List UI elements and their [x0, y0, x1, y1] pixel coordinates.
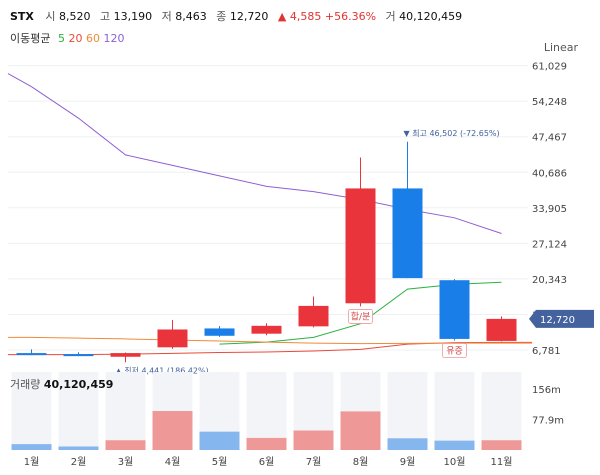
volume-bar-8[interactable] — [340, 411, 381, 450]
x-axis-month-label: 5월 — [212, 456, 228, 468]
candle-3[interactable] — [110, 352, 141, 363]
price-axis-tick: 47,467 — [532, 133, 567, 144]
volume-slot — [434, 372, 475, 450]
ma120-line — [7, 73, 502, 235]
candle-body — [63, 354, 94, 357]
price-axis-tick: 27,124 — [532, 239, 567, 250]
volume-bar-5[interactable] — [199, 431, 240, 450]
open-label: 시 — [45, 10, 56, 23]
candle-body — [251, 325, 282, 334]
event-marker-box — [348, 309, 373, 324]
ma5-legend: 5 — [57, 32, 65, 45]
close-label: 종 — [216, 10, 227, 23]
candle-9[interactable] — [392, 141, 423, 279]
candle-5[interactable] — [204, 326, 235, 337]
high-annotation: ▼ 최고 46,502 (-72.65%) — [404, 128, 500, 138]
event-marker-label: 합/분 — [351, 311, 371, 322]
volume-bar-7[interactable] — [293, 430, 334, 451]
x-axis-month-label: 3월 — [118, 456, 134, 468]
chart-header: STX 시 8,520 고 13,190 저 8,463 종 12,720 ▲ … — [0, 0, 600, 50]
volume-slot — [387, 372, 428, 450]
candle-7[interactable] — [298, 296, 329, 328]
volume-slot — [246, 372, 287, 450]
candle-body — [392, 188, 423, 279]
ma120-legend: 120 — [103, 32, 125, 45]
x-axis-month-label: 10월 — [444, 456, 466, 468]
candle-2[interactable] — [63, 352, 94, 357]
volume-title: 거래량 40,120,459 — [10, 378, 113, 391]
candle-body — [157, 329, 188, 348]
candle-body — [16, 353, 47, 356]
volume-axis-tick: 77.9m — [532, 416, 564, 427]
volume-bar-4[interactable] — [152, 411, 193, 450]
current-price-tag — [529, 309, 594, 328]
high-label: 고 — [100, 10, 111, 23]
ma-legend[interactable]: 이동평균 5 20 60 120 — [10, 30, 124, 46]
volume-bar-11[interactable] — [481, 440, 522, 450]
x-axis-month-label: 1월 — [24, 456, 40, 468]
volume-title-value: 40,120,459 — [44, 378, 114, 391]
price-axis-tick: 40,686 — [532, 168, 567, 179]
price-axis-tick: 61,029 — [532, 62, 567, 73]
x-axis-month-label: 7월 — [306, 456, 322, 468]
high-value: 13,190 — [113, 10, 153, 23]
volume-slot — [105, 372, 146, 450]
volume-bar-10[interactable] — [434, 440, 475, 450]
price-axis-tick: 33,905 — [532, 204, 567, 215]
candle-11[interactable] — [486, 316, 517, 342]
volume-slot — [58, 372, 99, 450]
ma20-legend: 20 — [68, 32, 83, 45]
open-value: 8,520 — [59, 10, 91, 23]
event-marker-label: 유증 — [446, 346, 463, 357]
candle-6[interactable] — [251, 323, 282, 336]
volume-bar-6[interactable] — [246, 437, 287, 450]
candle-body — [439, 280, 470, 339]
volume-title-label: 거래량 — [10, 378, 44, 391]
x-axis-month-label: 11월 — [491, 456, 513, 468]
volume-label: 거 — [385, 10, 396, 23]
candle-4[interactable] — [157, 320, 188, 349]
volume-bar-1[interactable] — [11, 444, 52, 450]
low-annotation: ▲ 최저 4,441 (186.42%) — [116, 365, 209, 375]
candle-8[interactable] — [345, 157, 376, 307]
x-axis-month-label: 8월 — [353, 456, 369, 468]
volume-value: 40,120,459 — [399, 10, 463, 23]
ohlc-summary: STX 시 8,520 고 13,190 저 8,463 종 12,720 ▲ … — [10, 8, 468, 24]
current-price-label: 12,720 — [540, 315, 575, 326]
candle-10[interactable] — [439, 279, 470, 341]
x-axis-month-label: 9월 — [400, 456, 416, 468]
volume-axis-tick: 156m — [532, 385, 561, 396]
candle-body — [298, 305, 329, 327]
volume-bar-3[interactable] — [105, 440, 146, 450]
candle-1[interactable] — [16, 349, 47, 356]
event-marker-box — [442, 343, 467, 358]
change-value: ▲ 4,585 +56.36% — [277, 10, 377, 23]
volume-bar-9[interactable] — [387, 438, 428, 450]
low-value: 8,463 — [175, 10, 207, 23]
volume-slot — [11, 372, 52, 450]
price-axis-tick: 6,781 — [532, 346, 561, 357]
x-axis-month-label: 4월 — [165, 456, 181, 468]
volume-bar-2[interactable] — [58, 446, 99, 450]
candle-body — [110, 353, 141, 357]
volume-slot — [481, 372, 522, 450]
candle-body — [204, 328, 235, 336]
ma-legend-label: 이동평균 — [10, 32, 51, 45]
close-value: 12,720 — [229, 10, 269, 23]
candle-body — [486, 318, 517, 341]
ticker-symbol: STX — [10, 10, 34, 23]
low-label: 저 — [161, 10, 172, 23]
price-axis-tick: 20,343 — [532, 275, 567, 286]
x-axis-month-label: 2월 — [71, 456, 87, 468]
price-axis-tick: 54,248 — [532, 97, 567, 108]
ma60-legend: 60 — [85, 32, 100, 45]
x-axis-month-label: 6월 — [259, 456, 275, 468]
candle-body — [345, 188, 376, 304]
scale-mode-toggle[interactable]: Linear — [543, 41, 578, 54]
